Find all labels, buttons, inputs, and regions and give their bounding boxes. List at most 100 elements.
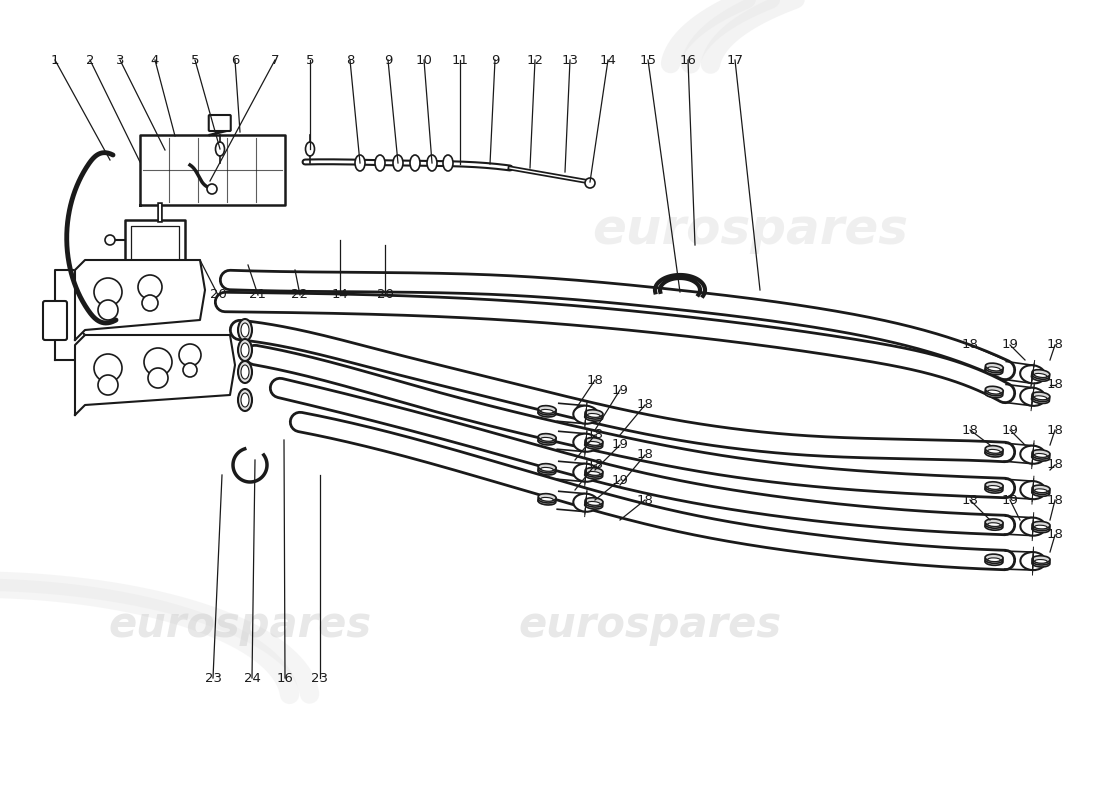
Ellipse shape	[1032, 556, 1050, 563]
Ellipse shape	[585, 414, 603, 421]
Text: 20: 20	[376, 289, 394, 302]
Ellipse shape	[984, 521, 1003, 528]
Ellipse shape	[984, 556, 1003, 563]
Polygon shape	[140, 135, 285, 205]
Ellipse shape	[585, 500, 603, 507]
Text: 14: 14	[600, 54, 616, 66]
Circle shape	[207, 184, 217, 194]
Ellipse shape	[1035, 526, 1047, 529]
Text: 9: 9	[491, 54, 499, 66]
Ellipse shape	[1021, 518, 1045, 536]
Ellipse shape	[306, 142, 315, 156]
Text: 1: 1	[51, 54, 59, 66]
Text: 23: 23	[205, 671, 221, 685]
Ellipse shape	[585, 468, 603, 475]
Text: 18: 18	[961, 423, 978, 437]
Ellipse shape	[986, 363, 1003, 370]
Text: 16: 16	[276, 671, 294, 685]
Ellipse shape	[587, 471, 601, 475]
Text: 9: 9	[384, 54, 393, 66]
Ellipse shape	[988, 558, 1000, 562]
Ellipse shape	[1032, 485, 1050, 492]
Ellipse shape	[988, 367, 1000, 371]
Ellipse shape	[585, 412, 603, 419]
Ellipse shape	[1032, 522, 1050, 529]
Ellipse shape	[573, 464, 598, 482]
Ellipse shape	[988, 522, 1000, 526]
Ellipse shape	[538, 464, 557, 471]
Ellipse shape	[984, 523, 1003, 530]
Text: 22: 22	[292, 289, 308, 302]
Ellipse shape	[541, 438, 553, 441]
Text: 18: 18	[1046, 494, 1064, 506]
Ellipse shape	[410, 155, 420, 171]
Ellipse shape	[393, 155, 403, 171]
Circle shape	[179, 344, 201, 366]
Text: 16: 16	[680, 54, 696, 66]
Ellipse shape	[538, 496, 556, 503]
Polygon shape	[75, 335, 235, 415]
FancyBboxPatch shape	[43, 301, 67, 340]
Ellipse shape	[1032, 526, 1049, 533]
Ellipse shape	[986, 446, 1003, 453]
Ellipse shape	[241, 343, 249, 357]
Text: 8: 8	[345, 54, 354, 66]
Ellipse shape	[1035, 454, 1047, 458]
Text: 18: 18	[586, 429, 604, 442]
Ellipse shape	[427, 155, 437, 171]
Ellipse shape	[241, 393, 249, 407]
Ellipse shape	[984, 390, 1003, 398]
Ellipse shape	[1032, 394, 1049, 402]
Circle shape	[144, 348, 172, 376]
Ellipse shape	[585, 502, 603, 509]
Text: eurospares: eurospares	[592, 206, 908, 254]
Text: 19: 19	[1002, 494, 1019, 506]
Ellipse shape	[1035, 489, 1047, 493]
Text: 6: 6	[231, 54, 239, 66]
Ellipse shape	[587, 502, 601, 506]
Ellipse shape	[1020, 366, 1045, 383]
Ellipse shape	[538, 498, 556, 505]
Text: 2: 2	[86, 54, 95, 66]
Circle shape	[142, 277, 152, 287]
Ellipse shape	[216, 142, 224, 156]
Ellipse shape	[1032, 374, 1049, 381]
Text: 5: 5	[306, 54, 315, 66]
Ellipse shape	[541, 410, 553, 413]
Ellipse shape	[587, 414, 601, 418]
Ellipse shape	[573, 434, 598, 452]
Ellipse shape	[241, 365, 249, 379]
Ellipse shape	[238, 361, 252, 383]
Ellipse shape	[538, 436, 556, 443]
Ellipse shape	[538, 408, 556, 415]
Text: 19: 19	[612, 383, 628, 397]
Ellipse shape	[585, 498, 603, 505]
Text: 18: 18	[1046, 378, 1064, 391]
Text: 18: 18	[1046, 529, 1064, 542]
Polygon shape	[75, 260, 205, 340]
Ellipse shape	[538, 494, 557, 501]
Ellipse shape	[1032, 558, 1050, 565]
Ellipse shape	[375, 155, 385, 171]
Ellipse shape	[984, 486, 1003, 493]
Text: 24: 24	[243, 671, 261, 685]
Circle shape	[138, 275, 162, 299]
Text: 19: 19	[612, 438, 628, 451]
Circle shape	[94, 278, 122, 306]
Ellipse shape	[1032, 450, 1050, 457]
Text: 12: 12	[527, 54, 543, 66]
Circle shape	[98, 300, 118, 320]
Circle shape	[148, 368, 168, 388]
Text: 21: 21	[250, 289, 266, 302]
Text: 18: 18	[1046, 423, 1064, 437]
Ellipse shape	[1035, 559, 1047, 563]
Ellipse shape	[986, 554, 1003, 562]
Text: 15: 15	[639, 54, 657, 66]
Text: 18: 18	[586, 374, 604, 386]
Ellipse shape	[238, 319, 252, 341]
Circle shape	[98, 375, 118, 395]
Ellipse shape	[573, 406, 598, 424]
FancyBboxPatch shape	[209, 115, 231, 131]
Ellipse shape	[1032, 392, 1049, 399]
Text: 18: 18	[1046, 458, 1064, 471]
